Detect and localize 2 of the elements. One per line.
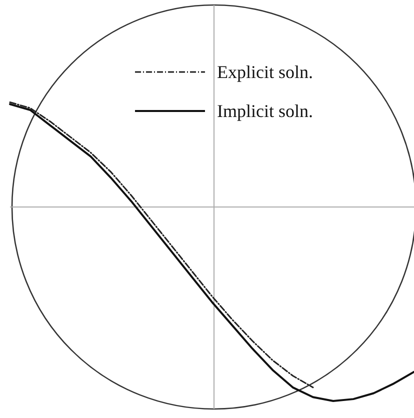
legend-label: Explicit soln.: [217, 62, 313, 82]
legend-label: Implicit soln.: [217, 101, 313, 121]
